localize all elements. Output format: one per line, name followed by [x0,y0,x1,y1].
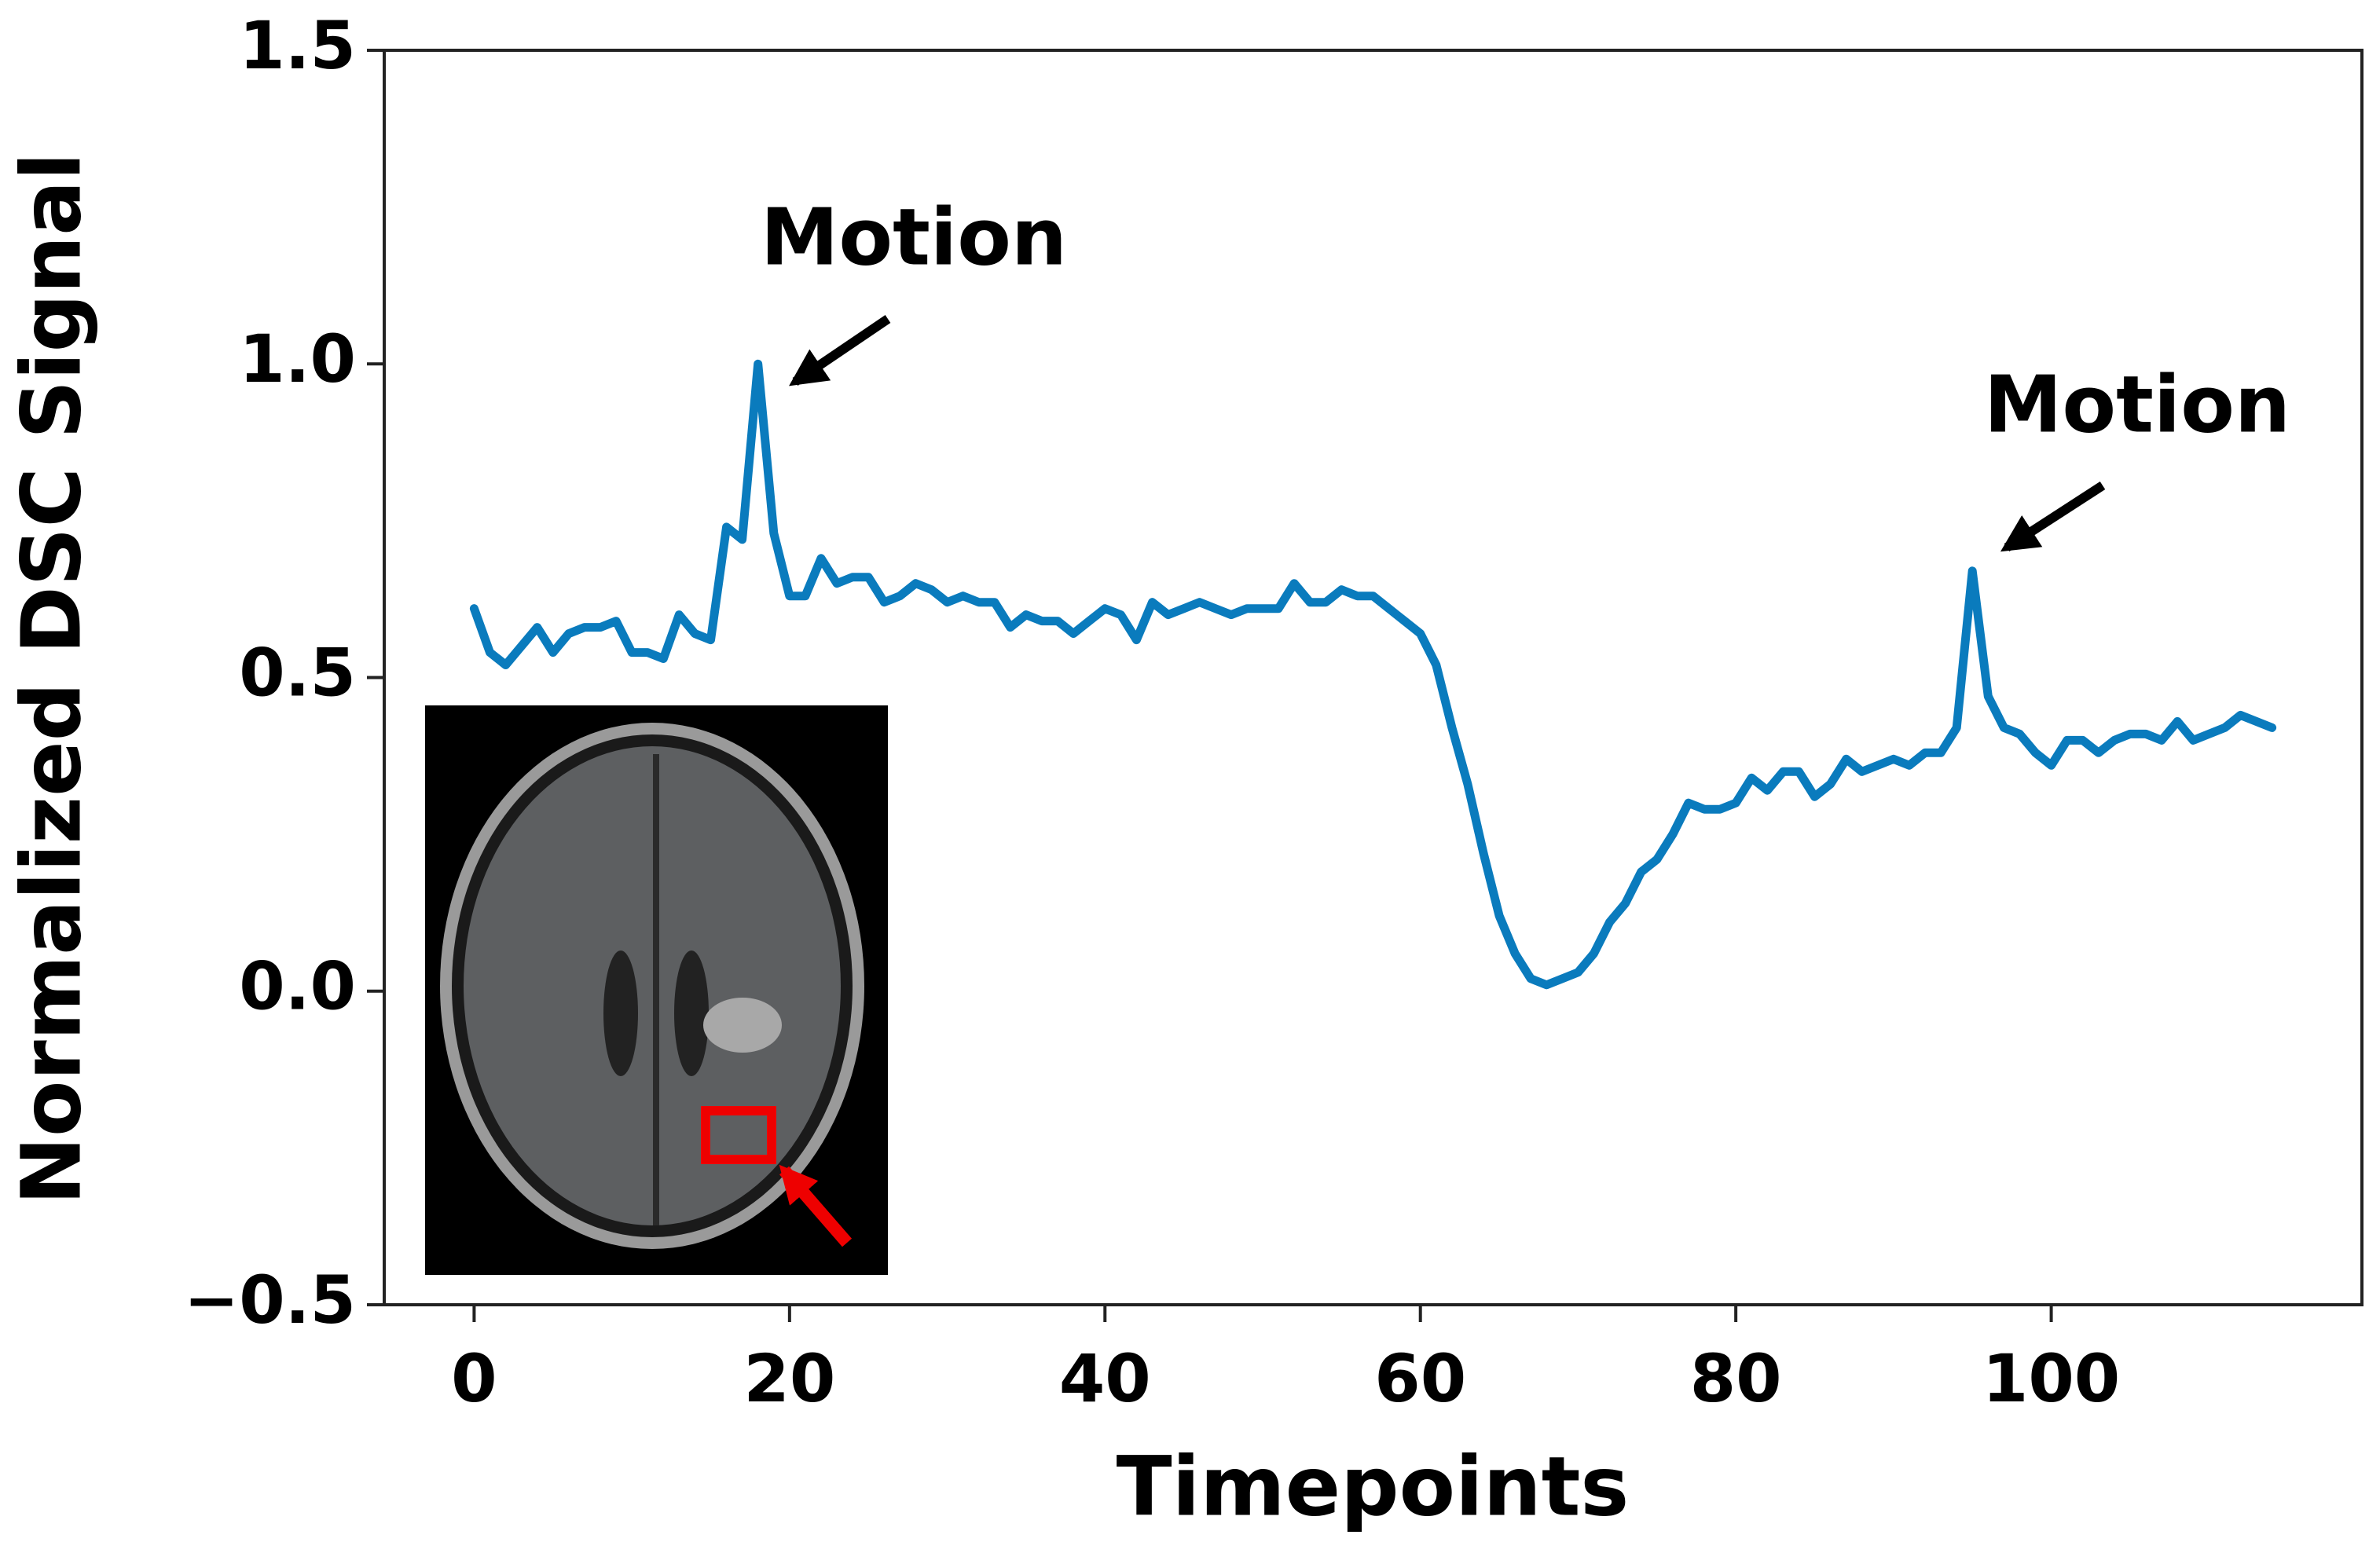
annotation: Motion [1984,358,2290,450]
ventricle [674,950,709,1076]
annotation: Motion [761,191,1067,283]
lesion [703,998,782,1053]
x-tick-label: 20 [743,1340,835,1417]
roi-box [701,1106,776,1164]
x-tick-label: 40 [1059,1340,1151,1417]
y-tick-label: −0.5 [184,1262,356,1339]
annotation-arrow [2000,481,2106,552]
x-tick-label: 0 [451,1340,497,1417]
inset-image [425,705,888,1275]
y-tick-label: 0.5 [239,634,356,711]
y-tick-label: 1.0 [239,320,356,397]
brain [464,746,841,1225]
y-axis-title: Normalized DSC Signal [3,152,99,1205]
x-tick-label: 60 [1374,1340,1466,1417]
x-tick-label: 80 [1690,1340,1782,1417]
x-tick-label: 100 [1982,1340,2120,1417]
ventricle [603,950,638,1076]
annotation-arrow [789,315,891,386]
y-tick-label: 1.5 [239,7,356,84]
roi-arrow [779,1164,853,1247]
data-line [469,359,2277,990]
plot-area [469,359,2277,990]
y-tick-label: 0.0 [239,948,356,1025]
x-axis-title: Timepoints [1117,1438,1630,1534]
